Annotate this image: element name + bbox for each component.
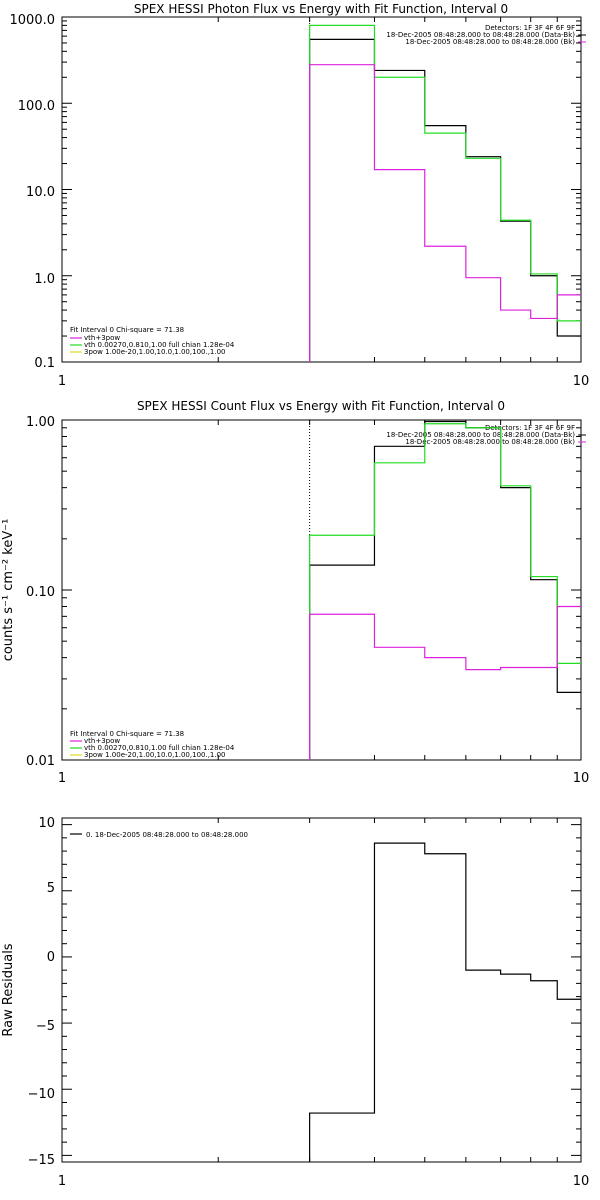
legend-entry-model: vth+3pow bbox=[84, 334, 120, 342]
x-tick-label: 10 bbox=[573, 374, 590, 389]
legend: 0. 18-Dec-2005 08:48:28.000 to 08:48:28.… bbox=[86, 831, 248, 839]
series-0-18-dec-2005-08-48-28-000-to-08-48-28-000 bbox=[309, 842, 581, 1162]
legend-entry-fit: Fit Interval 0 Chi-square = 71.38 bbox=[70, 730, 184, 738]
axes-frame bbox=[61, 817, 582, 1163]
y-tick-label: 10.0 bbox=[26, 185, 55, 200]
y-tick-label: 10 bbox=[38, 816, 55, 831]
panel-title: SPEX HESSI Count Flux vs Energy with Fit… bbox=[137, 399, 505, 413]
x-tick-label: 1 bbox=[58, 1174, 66, 1189]
y-axis-label: counts s⁻¹ cm⁻² keV⁻¹ bbox=[1, 519, 16, 662]
data-time-label: 18-Dec-2005 08:48:28.000 to 08:48:28.000… bbox=[386, 31, 575, 39]
x-tick-label: 10 bbox=[573, 1174, 590, 1189]
detectors-label: Detectors: 1F 3F 4F 6F 9F bbox=[485, 424, 575, 432]
series-data-bk bbox=[309, 38, 581, 362]
legend-entry-model: vth+3pow bbox=[84, 737, 120, 745]
y-tick-label: 1.0 bbox=[34, 272, 55, 287]
panel-title: SPEX HESSI Photon Flux vs Energy with Fi… bbox=[134, 2, 508, 16]
count-flux-panel: SPEX HESSI Count Flux vs Energy with Fit… bbox=[1, 399, 589, 786]
legend-entry-fit: Fit Interval 0 Chi-square = 71.38 bbox=[70, 326, 184, 334]
detectors-label: Detectors: 1F 3F 4F 6F 9F bbox=[485, 24, 575, 32]
bk-time-label: 18-Dec-2005 08:48:28.000 to 08:48:28.000… bbox=[405, 38, 575, 46]
series-total bbox=[309, 423, 581, 760]
y-tick-label: 1000.0 bbox=[10, 13, 56, 28]
residuals-panel: Raw Residuals 10 5 0 −5 −10 −15 1 10 0. … bbox=[1, 816, 589, 1189]
y-tick-label: 5 bbox=[47, 881, 55, 896]
info-block: Detectors: 1F 3F 4F 6F 9F 18-Dec-2005 08… bbox=[386, 24, 575, 46]
y-tick-label: 0.1 bbox=[34, 356, 55, 371]
legend: Fit Interval 0 Chi-square = 71.38 vth+3p… bbox=[70, 326, 235, 356]
x-tick-label: 1 bbox=[58, 771, 66, 786]
data-time-label: 18-Dec-2005 08:48:28.000 to 08:48:28.000… bbox=[386, 431, 575, 439]
axes-frame bbox=[61, 419, 582, 761]
series-data-bk bbox=[309, 420, 581, 760]
bk-time-label: 18-Dec-2005 08:48:28.000 to 08:48:28.000… bbox=[405, 438, 575, 446]
y-tick-label: −5 bbox=[36, 1019, 55, 1034]
y-tick-label: 100.0 bbox=[18, 99, 55, 114]
y-tick-labels: 1000.0 100.0 10.0 1.0 0.1 bbox=[10, 13, 56, 371]
legend-entry-vth: vth 0.00270,0.810,1.00 full chian 1.28e-… bbox=[84, 744, 235, 752]
photon-flux-panel: SPEX HESSI Photon Flux vs Energy with Fi… bbox=[10, 2, 590, 389]
y-axis-label: Raw Residuals bbox=[1, 943, 16, 1036]
y-tick-label: −15 bbox=[28, 1153, 55, 1168]
y-tick-labels: 1.00 0.10 0.01 bbox=[26, 415, 55, 769]
y-tick-label: −10 bbox=[28, 1087, 55, 1102]
series-bk bbox=[309, 64, 581, 362]
series-bk bbox=[309, 605, 581, 760]
legend-entry-residual: 0. 18-Dec-2005 08:48:28.000 to 08:48:28.… bbox=[86, 831, 248, 839]
y-tick-labels: 10 5 0 −5 −10 −15 bbox=[28, 816, 55, 1168]
info-block: Detectors: 1F 3F 4F 6F 9F 18-Dec-2005 08… bbox=[386, 424, 575, 446]
x-tick-label: 1 bbox=[58, 374, 66, 389]
y-tick-label: 0 bbox=[47, 950, 55, 965]
legend-entry-3pow: 3pow 1.00e-20,1.00,10.0,1.00,100.,1.00 bbox=[84, 751, 226, 759]
legend-entry-3pow: 3pow 1.00e-20,1.00,10.0,1.00,100.,1.00 bbox=[84, 348, 226, 356]
y-tick-label: 1.00 bbox=[26, 415, 55, 430]
legend: Fit Interval 0 Chi-square = 71.38 vth+3p… bbox=[70, 730, 235, 759]
series-total bbox=[309, 24, 581, 362]
legend-entry-vth: vth 0.00270,0.810,1.00 full chian 1.28e-… bbox=[84, 341, 235, 349]
x-tick-label: 10 bbox=[573, 771, 590, 786]
y-tick-label: 0.01 bbox=[26, 754, 55, 769]
y-tick-label: 0.10 bbox=[26, 585, 55, 600]
